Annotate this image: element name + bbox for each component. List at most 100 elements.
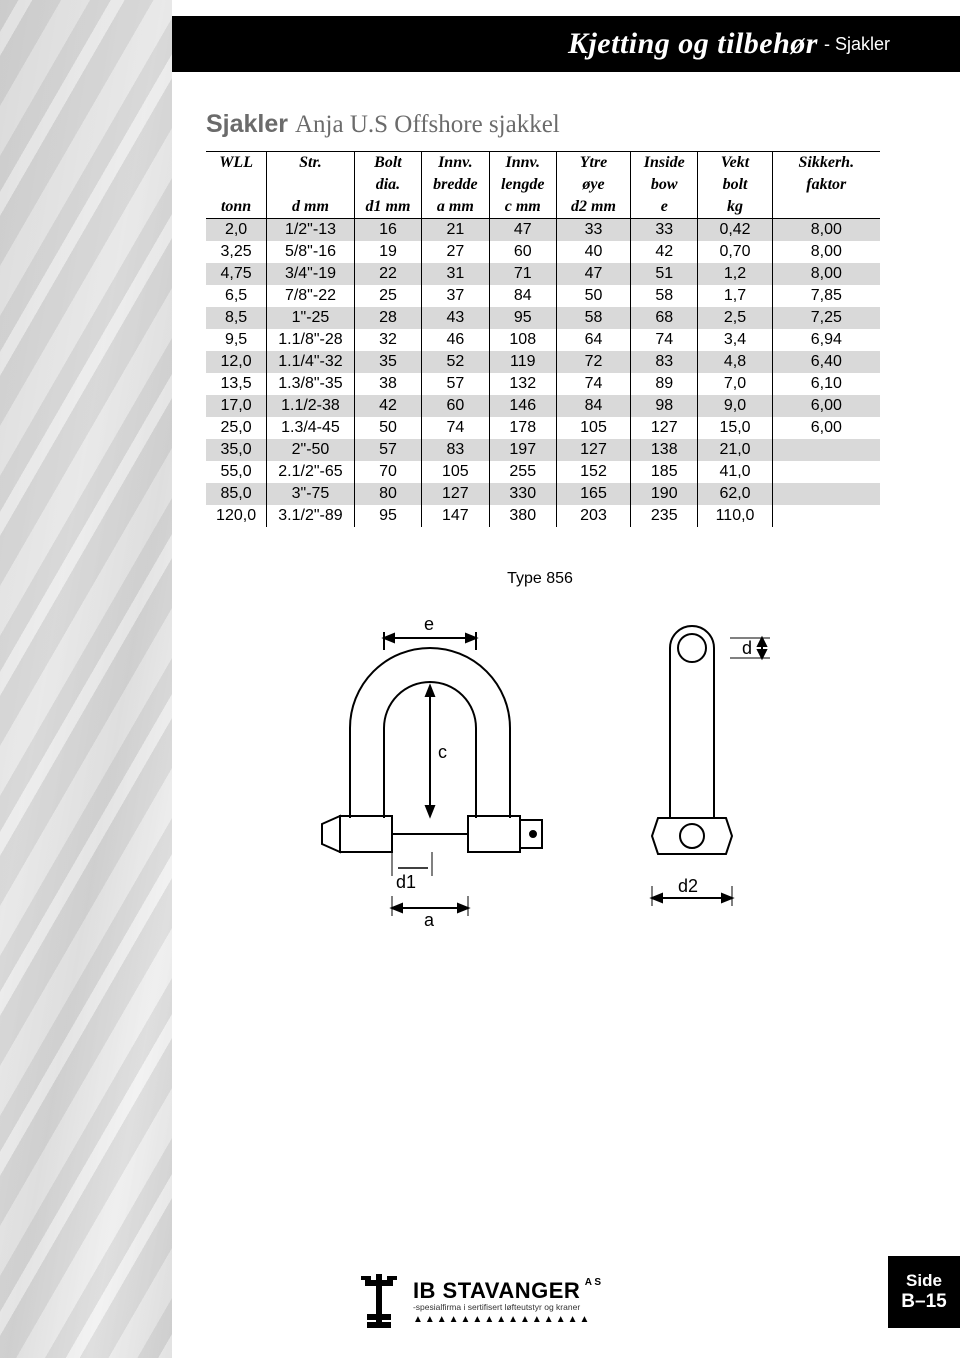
table-cell: 15,0 bbox=[698, 417, 772, 439]
table-header-cell: Str. bbox=[267, 152, 355, 175]
table-cell: 58 bbox=[631, 285, 698, 307]
table-cell: 68 bbox=[631, 307, 698, 329]
table-header-row-1: WLLStr.BoltInnv.Innv.YtreInsideVektSikke… bbox=[206, 152, 880, 175]
table-cell: 152 bbox=[556, 461, 630, 483]
table-cell: 1.1/4"-32 bbox=[267, 351, 355, 373]
table-cell: 25,0 bbox=[206, 417, 267, 439]
header-title-sub: - Sjakler bbox=[824, 34, 890, 55]
table-cell: 74 bbox=[422, 417, 489, 439]
spec-table: WLLStr.BoltInnv.Innv.YtreInsideVektSikke… bbox=[206, 151, 880, 527]
table-cell: 1.1/2-38 bbox=[267, 395, 355, 417]
table-cell: 380 bbox=[489, 505, 556, 527]
table-cell: 105 bbox=[422, 461, 489, 483]
table-cell: 17,0 bbox=[206, 395, 267, 417]
table-cell bbox=[772, 505, 880, 527]
table-cell: 83 bbox=[422, 439, 489, 461]
table-row: 120,03.1/2"-8995147380203235110,0 bbox=[206, 505, 880, 527]
table-header-cell: Innv. bbox=[422, 152, 489, 175]
table-cell: 46 bbox=[422, 329, 489, 351]
diagram-area: Type 856 e bbox=[280, 570, 800, 933]
table-row: 6,57/8"-2225378450581,77,85 bbox=[206, 285, 880, 307]
table-cell: 33 bbox=[631, 219, 698, 242]
table-cell: 185 bbox=[631, 461, 698, 483]
table-row: 2,01/2"-1316214733330,428,00 bbox=[206, 219, 880, 242]
table-cell: 1.1/8"-28 bbox=[267, 329, 355, 351]
table-header-row-3: tonnd mmd1 mma mmc mmd2 mmekg bbox=[206, 196, 880, 219]
table-cell: 74 bbox=[631, 329, 698, 351]
table-header-cell: Innv. bbox=[489, 152, 556, 175]
header-title-main: Kjetting og tilbehør bbox=[568, 27, 818, 61]
table-cell: 25 bbox=[354, 285, 421, 307]
table-row: 13,51.3/8"-35385713274897,06,10 bbox=[206, 373, 880, 395]
table-cell: 47 bbox=[489, 219, 556, 242]
table-cell: 57 bbox=[422, 373, 489, 395]
footer: IB STAVANGER A S -spesialfirma i sertifi… bbox=[0, 1274, 960, 1328]
table-cell: 1.3/8"-35 bbox=[267, 373, 355, 395]
table-row: 3,255/8"-1619276040420,708,00 bbox=[206, 241, 880, 263]
table-row: 8,51"-2528439558682,57,25 bbox=[206, 307, 880, 329]
page-tab-label: Side bbox=[906, 1271, 942, 1291]
table-row: 4,753/4"-1922317147511,28,00 bbox=[206, 263, 880, 285]
table-header-cell: Bolt bbox=[354, 152, 421, 175]
table-header-cell bbox=[772, 196, 880, 219]
section-title: Sjakler Anja U.S Offshore sjakkel bbox=[206, 110, 880, 139]
table-cell: 52 bbox=[422, 351, 489, 373]
table-cell: 1,7 bbox=[698, 285, 772, 307]
dim-label-d: d bbox=[742, 638, 752, 658]
table-cell: 3"-75 bbox=[267, 483, 355, 505]
dim-label-d1: d1 bbox=[396, 872, 416, 892]
table-header-cell: a mm bbox=[422, 196, 489, 219]
table-cell: 6,94 bbox=[772, 329, 880, 351]
table-cell bbox=[772, 439, 880, 461]
table-cell: 16 bbox=[354, 219, 421, 242]
table-cell: 110,0 bbox=[698, 505, 772, 527]
table-cell: 7,25 bbox=[772, 307, 880, 329]
table-cell: 84 bbox=[489, 285, 556, 307]
dim-label-a: a bbox=[424, 910, 435, 928]
table-cell: 27 bbox=[422, 241, 489, 263]
table-cell: 105 bbox=[556, 417, 630, 439]
table-cell: 7,85 bbox=[772, 285, 880, 307]
table-cell: 8,00 bbox=[772, 219, 880, 242]
table-cell: 21 bbox=[422, 219, 489, 242]
table-header-cell: c mm bbox=[489, 196, 556, 219]
table-cell: 35 bbox=[354, 351, 421, 373]
table-cell: 83 bbox=[631, 351, 698, 373]
table-row: 9,51.1/8"-28324610864743,46,94 bbox=[206, 329, 880, 351]
table-cell: 9,5 bbox=[206, 329, 267, 351]
table-cell: 190 bbox=[631, 483, 698, 505]
table-header-cell: Inside bbox=[631, 152, 698, 175]
table-cell: 55,0 bbox=[206, 461, 267, 483]
table-header-cell bbox=[267, 174, 355, 196]
table-cell: 178 bbox=[489, 417, 556, 439]
table-cell: 62,0 bbox=[698, 483, 772, 505]
section-title-rest: Anja U.S Offshore sjakkel bbox=[295, 111, 560, 138]
table-cell: 8,00 bbox=[772, 263, 880, 285]
table-cell: 108 bbox=[489, 329, 556, 351]
table-header-cell: lengde bbox=[489, 174, 556, 196]
table-cell: 203 bbox=[556, 505, 630, 527]
table-header-cell: bolt bbox=[698, 174, 772, 196]
page-tab: Side B–15 bbox=[888, 1256, 960, 1328]
table-cell: 1,2 bbox=[698, 263, 772, 285]
table-cell: 8,00 bbox=[772, 241, 880, 263]
dim-label-e: e bbox=[424, 614, 434, 634]
table-cell: 3,25 bbox=[206, 241, 267, 263]
table-header-row-2: dia.breddelengdeøyebowboltfaktor bbox=[206, 174, 880, 196]
table-cell: 2.1/2"-65 bbox=[267, 461, 355, 483]
table-header-cell: Ytre bbox=[556, 152, 630, 175]
table-cell: 165 bbox=[556, 483, 630, 505]
table-cell: 4,75 bbox=[206, 263, 267, 285]
table-cell: 12,0 bbox=[206, 351, 267, 373]
table-cell: 127 bbox=[422, 483, 489, 505]
table-cell: 51 bbox=[631, 263, 698, 285]
table-cell: 40 bbox=[556, 241, 630, 263]
table-cell: 1/2"-13 bbox=[267, 219, 355, 242]
table-header-cell: kg bbox=[698, 196, 772, 219]
table-cell: 0,70 bbox=[698, 241, 772, 263]
table-cell: 3/4"-19 bbox=[267, 263, 355, 285]
table-cell: 43 bbox=[422, 307, 489, 329]
table-row: 55,02.1/2"-657010525515218541,0 bbox=[206, 461, 880, 483]
table-cell: 138 bbox=[631, 439, 698, 461]
table-row: 12,01.1/4"-32355211972834,86,40 bbox=[206, 351, 880, 373]
